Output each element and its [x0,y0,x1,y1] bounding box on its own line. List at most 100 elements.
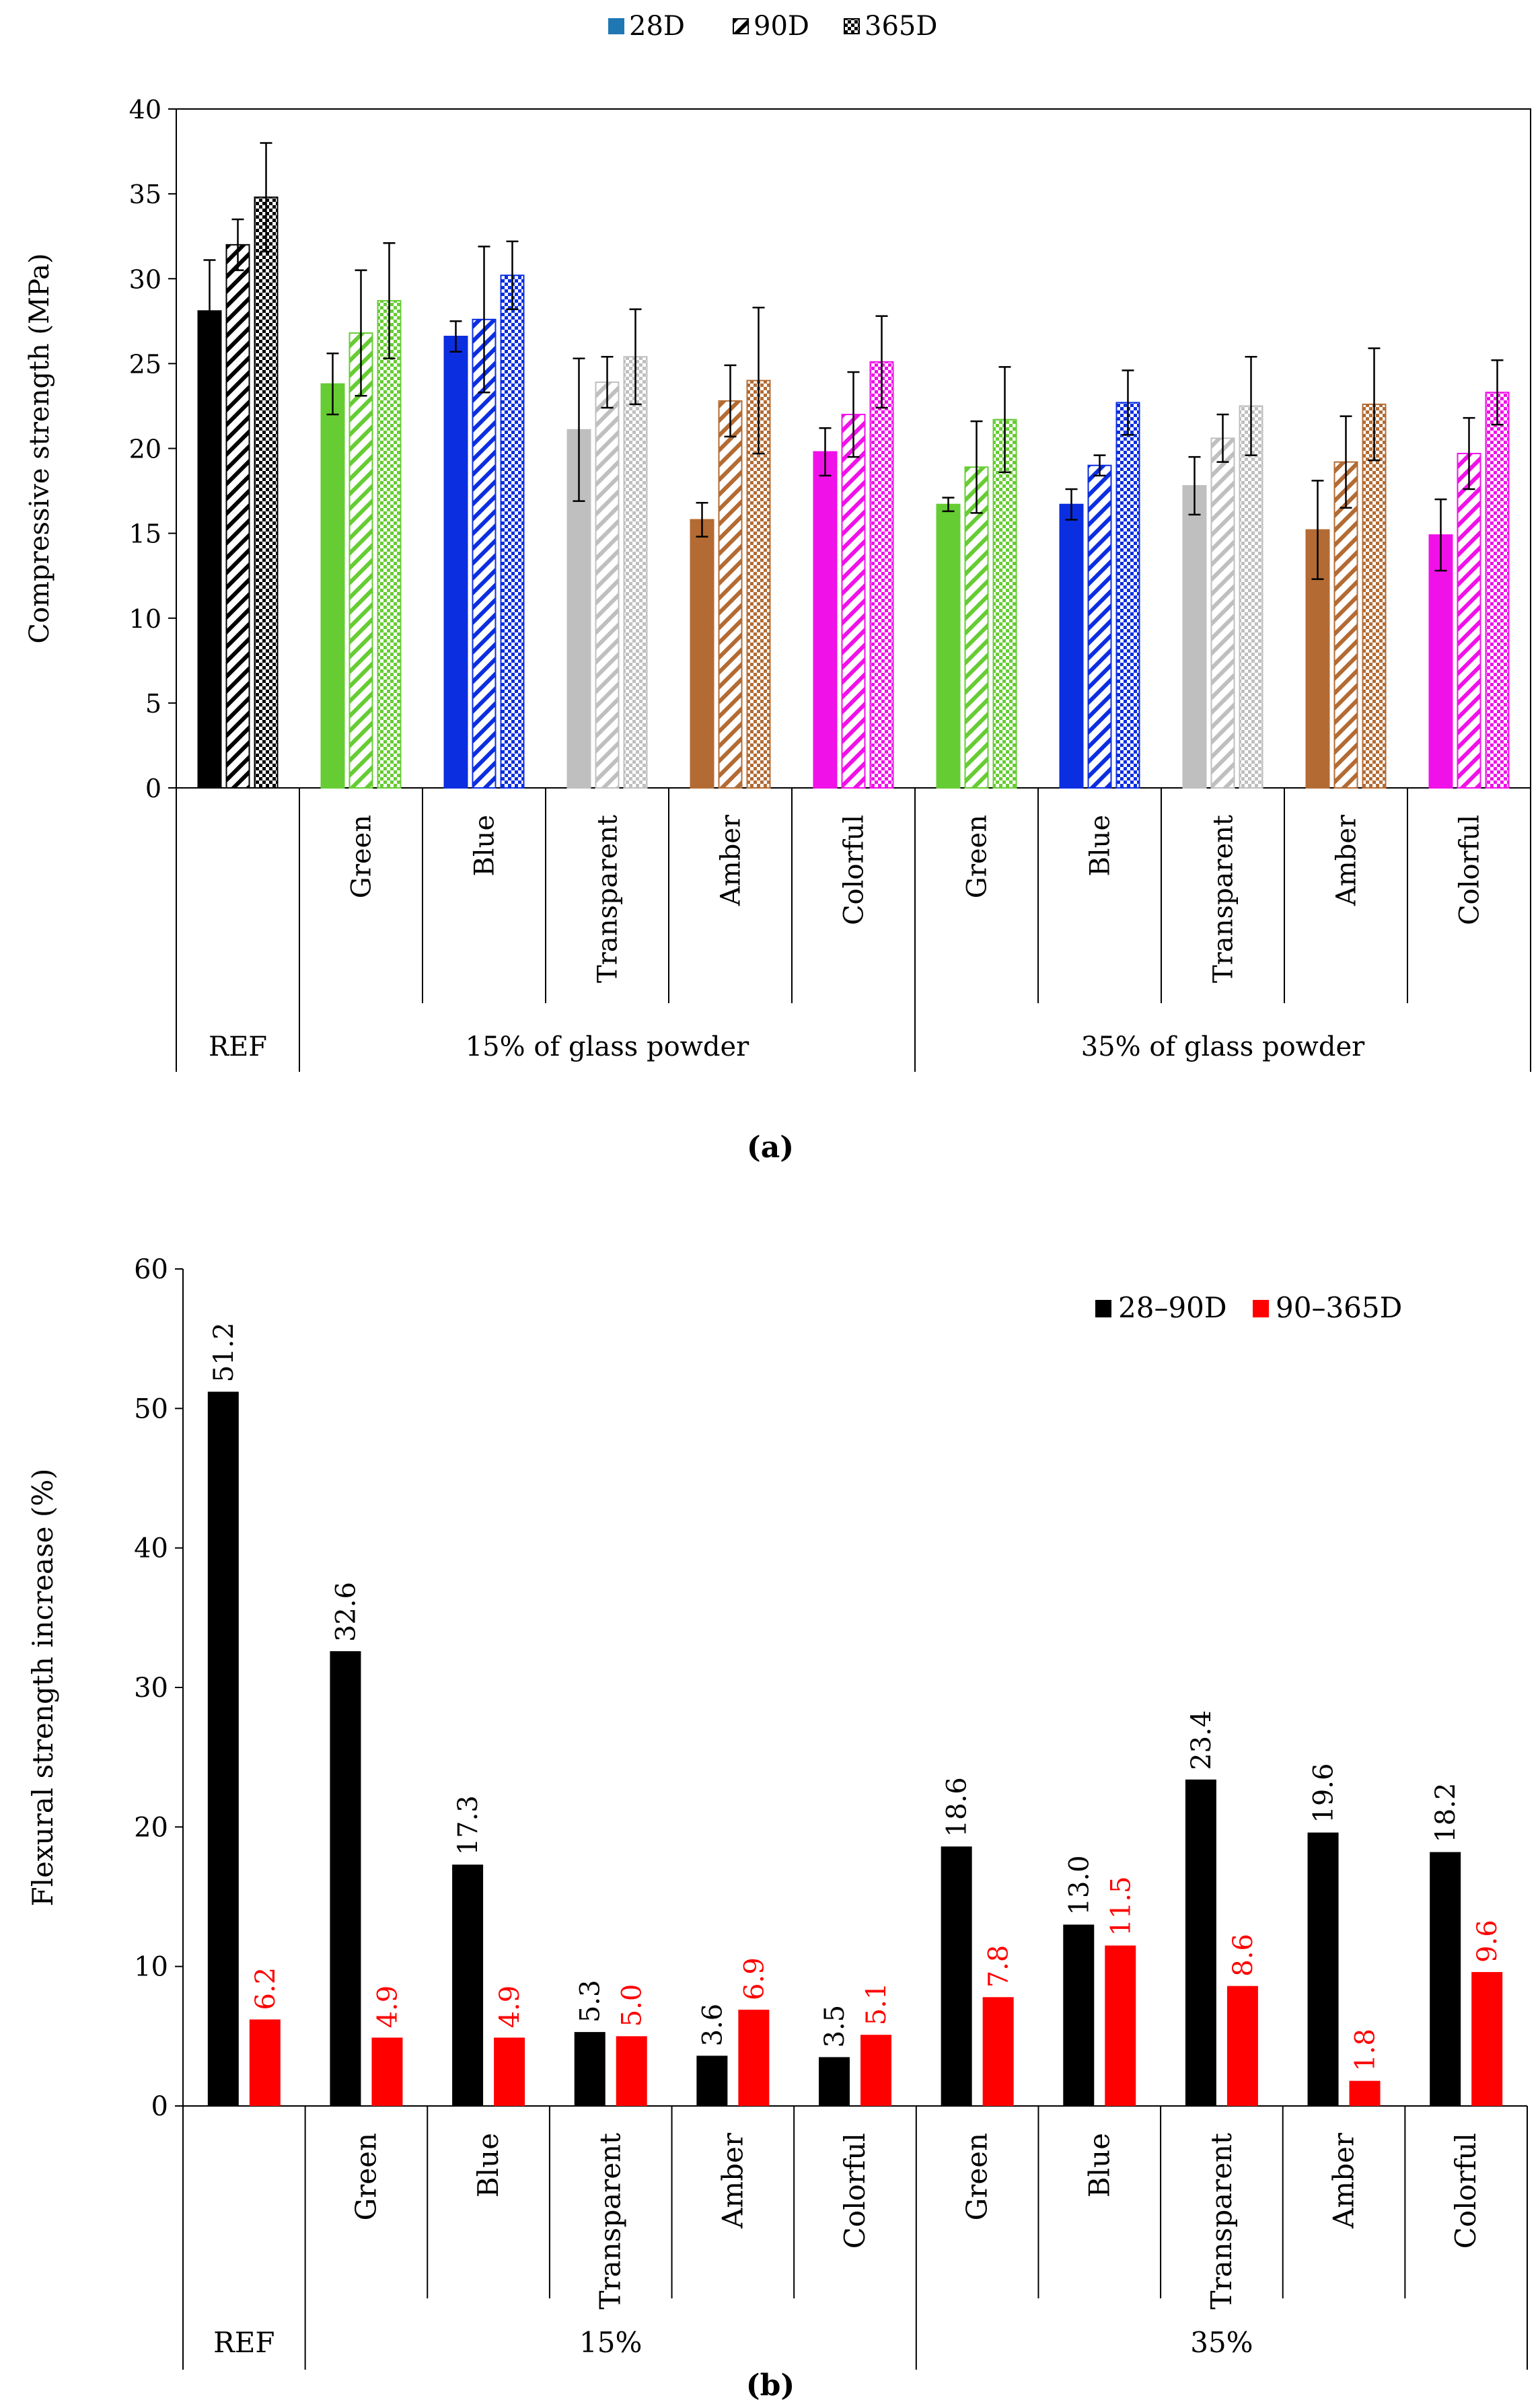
bar-90d-blue [1087,464,1112,789]
group-label-15: 15% [579,2326,642,2359]
y-tick-label: 0 [151,2091,168,2122]
bar-28-90d-amber [1307,1832,1339,2106]
category-label-blue: Blue [1083,2133,1115,2197]
category-label-transparent: Transparent [593,815,624,983]
bar-365d-amber [1362,403,1387,789]
bar-365d-colorful [869,361,894,789]
bar-28-90d-blue [1063,1924,1095,2106]
group-label-ref: REF [213,2326,274,2359]
legend-label-90d: 90D [754,11,809,42]
caption-a: (a) [747,1130,794,1165]
bar-90d-amber [718,400,743,789]
legend-label-90-365d: 90–365D [1276,1291,1402,1324]
bar-365d-blue [500,275,525,789]
y-tick-label: 40 [129,95,161,124]
group-label-35: 35% [1190,2326,1253,2359]
bar-90d-green [964,466,989,789]
bar-90d-blue [472,318,497,789]
bar-90d-ref [225,244,250,789]
bar-90-365d-transparent [1226,1986,1258,2106]
data-label: 6.9 [739,1957,770,2000]
y-tick-label: 60 [134,1254,168,1285]
bar-365d-transparent [1239,405,1263,789]
bar-90d-transparent [1210,437,1235,789]
bar-28-90d-transparent [1185,1779,1216,2106]
legend-label-28-90d: 28–90D [1118,1291,1227,1324]
data-label: 6.2 [250,1967,281,2010]
bar-90d-green [349,332,373,789]
bar-365d-green [377,300,402,789]
bar-28d-green [936,503,961,789]
bar-90-365d-green [982,1997,1014,2106]
bar-365d-blue [1115,402,1140,789]
bar-365d-green [992,418,1017,789]
data-label: 32.6 [330,1582,361,1642]
y-tick-label: 15 [129,519,161,549]
data-label: 18.2 [1430,1783,1461,1843]
bar-90-365d-amber [738,2009,770,2106]
bar-365d-transparent [623,356,648,789]
y-tick-label: 25 [129,349,161,379]
data-label: 23.4 [1186,1710,1217,1770]
category-label-blue: Blue [1085,815,1116,877]
bar-28d-green [320,383,345,789]
data-label: 4.9 [372,1986,403,2029]
bar-28-90d-colorful [819,2057,850,2106]
bar-365d-ref [254,196,279,789]
data-label: 8.6 [1228,1934,1259,1977]
data-label: 5.3 [575,1979,606,2023]
data-label: 5.0 [617,1984,648,2027]
bar-365d-colorful [1485,392,1510,789]
category-label-colorful: Colorful [1455,815,1486,925]
y-tick-label: 10 [129,604,161,634]
legend-label-365d: 365D [865,11,937,42]
bar-28-90d-amber [696,2055,728,2106]
bar-90-365d-ref [249,2019,281,2106]
y-tick-label: 40 [134,1533,168,1564]
category-label-amber: Amber [1327,2132,1360,2229]
bar-90d-amber [1333,461,1358,789]
data-label: 1.8 [1350,2029,1381,2072]
y-tick-label: 20 [134,1812,168,1843]
category-label-blue: Blue [472,2133,505,2197]
chart-compressive-strength: 0 5 10 15 20 25 30 35 40 Compressive strength (MP… [24,11,1531,1165]
category-label-colorful: Colorful [839,815,870,925]
category-label-green: Green [962,815,993,898]
category-label-green: Green [349,2133,382,2220]
legend-swatch-28-90d [1095,1300,1111,1317]
category-label-amber: Amber [716,2132,749,2229]
data-label: 3.6 [697,2004,728,2047]
category-label-blue: Blue [470,815,501,877]
bar-90-365d-blue [494,2037,525,2106]
category-label-amber: Amber [1331,814,1362,906]
bar-28-90d-transparent [574,2032,606,2106]
bar-28-90d-green [941,1846,972,2106]
y-tick-label: 30 [134,1673,168,1704]
y-tick-label: 0 [145,774,161,803]
bar-90-365d-colorful [1471,1971,1503,2106]
bar-90d-colorful [1457,453,1481,789]
bar-90-365d-colorful [860,2035,891,2106]
data-label: 19.6 [1309,1763,1340,1823]
bar-90-365d-amber [1349,2080,1381,2106]
bar-28d-colorful [1428,534,1453,789]
caption-b: (b) [746,2368,795,2402]
bar-90d-transparent [595,381,620,789]
bar-90-365d-green [371,2037,403,2106]
data-label: 18.6 [942,1777,973,1837]
bar-28-90d-blue [452,1864,484,2106]
chart-flexural-strength-increase: 0 10 20 30 40 50 60 Flexural strength increase … [26,1254,1528,2402]
category-label-green: Green [346,815,377,898]
legend-swatch-90d [733,18,749,34]
bar-28d-amber [690,519,714,789]
data-label: 3.5 [819,2005,850,2048]
y-axis-label: Compressive strength (MPa) [24,253,55,643]
category-label-green: Green [961,2133,994,2220]
bar-28d-ref [197,310,222,789]
category-label-transparent: Transparent [594,2133,627,2310]
y-tick-label: 5 [145,689,161,719]
legend-swatch-28d [608,18,624,34]
bar-28d-transparent [1182,484,1207,789]
bar-90d-colorful [841,414,866,789]
